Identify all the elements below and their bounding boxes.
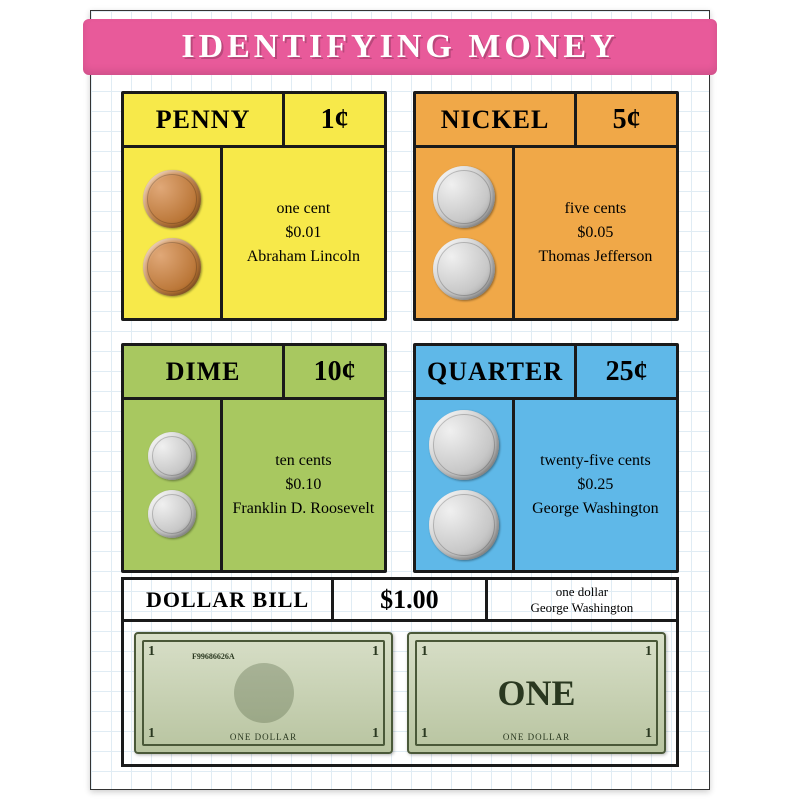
coin-value: 1¢ xyxy=(285,94,384,145)
bill-corner: 1 xyxy=(421,644,428,660)
coin-info: ten cents $0.10 Franklin D. Roosevelt xyxy=(223,400,384,570)
coin-value: 5¢ xyxy=(577,94,676,145)
title-band: IDENTIFYING MONEY xyxy=(83,19,717,75)
coin-card: QUARTER 25¢ twenty-five cents $0.25 Geor… xyxy=(413,343,679,573)
bill-serial: F99686626A xyxy=(192,652,235,661)
coin-words: five cents xyxy=(565,197,627,221)
coin-card: DIME 10¢ ten cents $0.10 Franklin D. Roo… xyxy=(121,343,387,573)
coin-words: twenty-five cents xyxy=(540,449,651,473)
coin-front-icon xyxy=(143,170,201,228)
dollar-info: one dollar George Washington xyxy=(488,580,676,619)
bill-front-label: ONE DOLLAR xyxy=(136,732,391,742)
bill-back-label: ONE DOLLAR xyxy=(409,732,664,742)
card-body: twenty-five cents $0.25 George Washingto… xyxy=(416,400,676,570)
coin-info: twenty-five cents $0.25 George Washingto… xyxy=(515,400,676,570)
coin-person: Franklin D. Roosevelt xyxy=(233,497,375,521)
coin-back-icon xyxy=(143,238,201,296)
coin-name: NICKEL xyxy=(416,94,577,145)
bill-front: 1 1 1 1 F99686626A ONE DOLLAR xyxy=(134,632,393,754)
bill-back-one: ONE xyxy=(497,672,575,714)
coin-images xyxy=(124,400,223,570)
coin-images xyxy=(416,400,515,570)
bills-row: 1 1 1 1 F99686626A ONE DOLLAR ONE 1 1 1 … xyxy=(124,622,676,764)
card-header: DIME 10¢ xyxy=(124,346,384,400)
coin-images xyxy=(416,148,515,318)
coin-name: QUARTER xyxy=(416,346,577,397)
bill-back: ONE 1 1 1 1 ONE DOLLAR xyxy=(407,632,666,754)
coin-info: one cent $0.01 Abraham Lincoln xyxy=(223,148,384,318)
card-body: five cents $0.05 Thomas Jefferson xyxy=(416,148,676,318)
coin-back-icon xyxy=(429,490,499,560)
coin-back-icon xyxy=(148,490,196,538)
dollar-words: one dollar xyxy=(556,584,608,600)
coin-value: 10¢ xyxy=(285,346,384,397)
coin-decimal: $0.01 xyxy=(285,221,321,245)
coin-card: PENNY 1¢ one cent $0.01 Abraham Lincoln xyxy=(121,91,387,321)
card-header: NICKEL 5¢ xyxy=(416,94,676,148)
coin-words: ten cents xyxy=(275,449,331,473)
coin-person: Thomas Jefferson xyxy=(538,245,652,269)
coin-decimal: $0.10 xyxy=(285,473,321,497)
coin-grid: PENNY 1¢ one cent $0.01 Abraham Lincoln … xyxy=(121,91,679,573)
coin-decimal: $0.05 xyxy=(577,221,613,245)
bill-corner: 1 xyxy=(372,644,379,660)
money-poster: IDENTIFYING MONEY PENNY 1¢ one cent $0.0… xyxy=(90,10,710,790)
coin-name: PENNY xyxy=(124,94,285,145)
dollar-name: DOLLAR BILL xyxy=(124,580,334,619)
poster-title: IDENTIFYING MONEY xyxy=(181,28,618,66)
coin-value: 25¢ xyxy=(577,346,676,397)
card-header: PENNY 1¢ xyxy=(124,94,384,148)
coin-front-icon xyxy=(433,166,495,228)
coin-images xyxy=(124,148,223,318)
dollar-person: George Washington xyxy=(530,600,633,616)
card-body: ten cents $0.10 Franklin D. Roosevelt xyxy=(124,400,384,570)
card-body: one cent $0.01 Abraham Lincoln xyxy=(124,148,384,318)
coin-front-icon xyxy=(429,410,499,480)
coin-card: NICKEL 5¢ five cents $0.05 Thomas Jeffer… xyxy=(413,91,679,321)
dollar-header: DOLLAR BILL $1.00 one dollar George Wash… xyxy=(124,580,676,622)
dollar-value: $1.00 xyxy=(334,580,488,619)
dollar-card: DOLLAR BILL $1.00 one dollar George Wash… xyxy=(121,577,679,767)
bill-corner: 1 xyxy=(148,644,155,660)
coin-front-icon xyxy=(148,432,196,480)
coin-person: Abraham Lincoln xyxy=(247,245,360,269)
coin-info: five cents $0.05 Thomas Jefferson xyxy=(515,148,676,318)
coin-back-icon xyxy=(433,238,495,300)
card-header: QUARTER 25¢ xyxy=(416,346,676,400)
bill-corner: 1 xyxy=(645,644,652,660)
coin-decimal: $0.25 xyxy=(577,473,613,497)
coin-words: one cent xyxy=(277,197,331,221)
coin-name: DIME xyxy=(124,346,285,397)
bill-portrait-icon xyxy=(234,663,294,723)
coin-person: George Washington xyxy=(532,497,659,521)
